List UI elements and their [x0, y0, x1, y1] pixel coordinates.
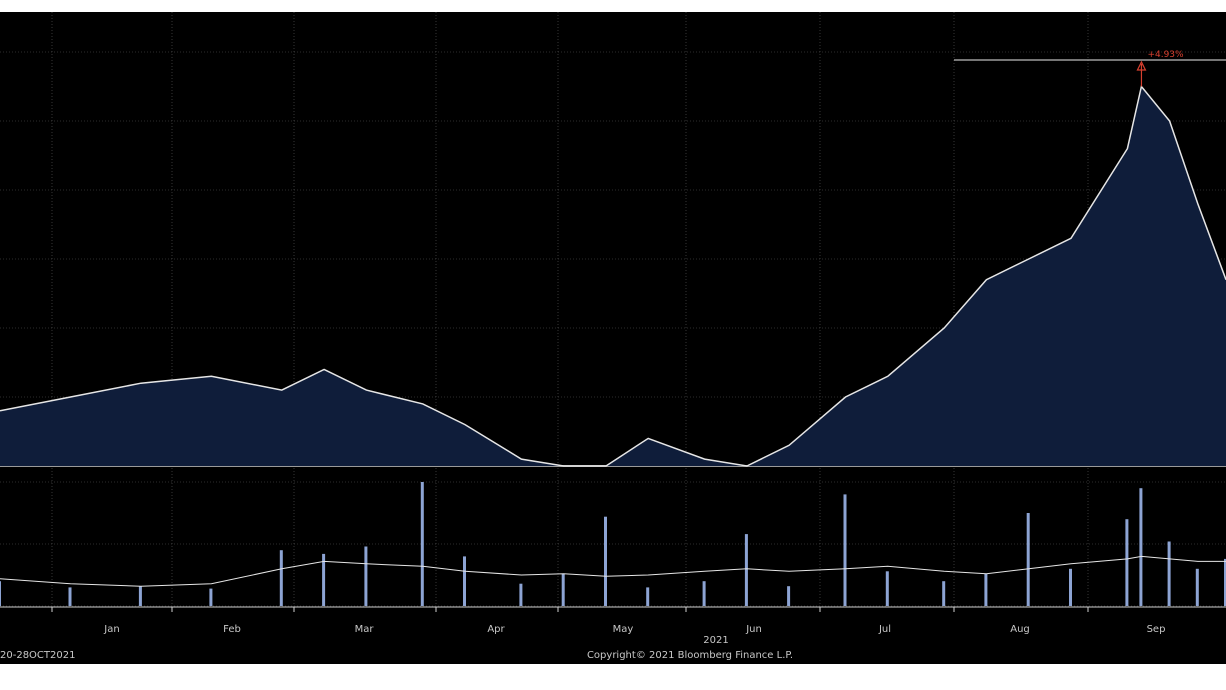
- volume-bar: [744, 534, 748, 606]
- volume-bar: [0, 581, 1, 606]
- volume-bar: [1069, 568, 1072, 606]
- x-tick-label-sep: Sep: [1147, 624, 1166, 635]
- volume-bar: [322, 553, 326, 606]
- volume-bar: [420, 482, 424, 606]
- volume-bar: [1139, 488, 1143, 606]
- volume-bar: [787, 586, 791, 606]
- annotation-label: +4.93%: [1147, 50, 1184, 60]
- volume-bar: [1167, 541, 1171, 606]
- volume-bar: [942, 581, 946, 606]
- volume-bar: [463, 556, 466, 606]
- x-axis: Jan Feb Mar Apr May Jun Jul Aug Sep: [0, 606, 1226, 635]
- x-tick-label-apr: Apr: [487, 624, 505, 635]
- volume-average-line: [0, 555, 1226, 587]
- volume-bar: [646, 587, 650, 606]
- price-area: [0, 86, 1226, 466]
- x-tick-label-feb: Feb: [223, 624, 241, 635]
- volume-bar: [885, 571, 889, 606]
- volume-bar: [984, 573, 988, 606]
- annotation-arrow-head: [1136, 60, 1147, 71]
- x-tick-label-aug: Aug: [1010, 624, 1030, 635]
- volume-bar: [209, 588, 213, 606]
- volume-bar: [138, 586, 142, 606]
- volume-bar: [68, 587, 72, 606]
- x-tick-label-may: May: [613, 624, 634, 635]
- volume-bar: [843, 494, 847, 606]
- volume-bar: [702, 581, 706, 606]
- x-tick-label-jan: Jan: [103, 624, 119, 635]
- chart-svg: +4.93% Jan Feb Mar Apr May Jun Jul Aug Sep 20-28…: [0, 12, 1226, 661]
- volume-bar: [604, 516, 607, 606]
- volume-bar: [1026, 513, 1030, 606]
- price-panel: +4.93%: [0, 50, 1226, 467]
- copyright-label: Copyright© 2021 Bloomberg Finance L.P.: [587, 650, 793, 661]
- x-tick-label-jul: Jul: [878, 624, 891, 635]
- volume-bar: [1125, 519, 1129, 606]
- footer: 20-28OCT2021 2021 Copyright© 2021 Bloomb…: [0, 635, 793, 661]
- volume-bar: [1195, 568, 1199, 606]
- volume-bar: [1224, 558, 1226, 606]
- volume-bar: [279, 550, 283, 606]
- x-tick-label-mar: Mar: [355, 624, 375, 635]
- chart-frame: +4.93% Jan Feb Mar Apr May Jun Jul Aug Sep 20-28…: [0, 12, 1226, 664]
- x-tick-label-jun: Jun: [745, 624, 762, 635]
- volume-bar: [364, 546, 368, 606]
- volume-bar: [519, 583, 523, 606]
- price-line: [0, 84, 1226, 467]
- date-range-label: 20-28OCT2021: [0, 650, 75, 661]
- volume-bar: [561, 573, 565, 606]
- year-label: 2021: [703, 635, 728, 646]
- volume-panel: [0, 482, 1226, 606]
